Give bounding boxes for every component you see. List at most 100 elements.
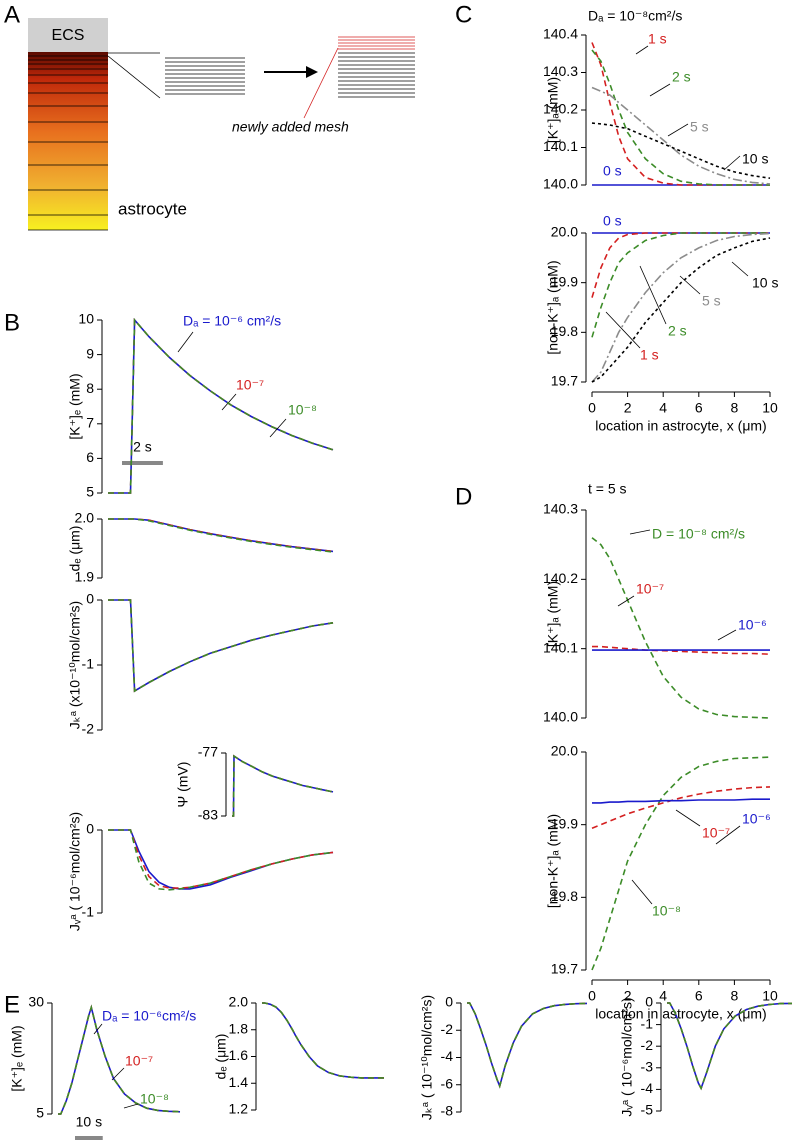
y-tick-label: 0	[445, 994, 453, 1010]
y-tick-label: 2.0	[75, 510, 95, 526]
y-tick-label: -4	[441, 1048, 454, 1064]
y-tick-label: 6	[86, 449, 94, 465]
y-tick-label: -77	[198, 744, 218, 760]
y-tick-label: 20.0	[551, 224, 578, 240]
y-tick-label: -2	[441, 1021, 454, 1037]
y-tick-label: 140.2	[543, 570, 578, 586]
y-tick-label: 140.1	[543, 639, 578, 655]
y-tick-label: 7	[86, 415, 94, 431]
x-tick-label: 0	[588, 988, 596, 1004]
new-mesh-label: newly added mesh	[232, 119, 349, 135]
ecs-box	[28, 18, 108, 52]
series-line	[108, 599, 334, 693]
series-line	[108, 599, 334, 693]
y-tick-label: 140.0	[543, 709, 578, 725]
series-line	[591, 49, 770, 186]
y-tick-label: 0	[645, 994, 653, 1010]
y-tick-label: 5	[36, 1105, 44, 1121]
y-axis-label: Jᵥᵃ ( 10⁻⁶mol/cm²s)	[619, 997, 635, 1116]
y-axis-label: [K⁺]ₐ (mM)	[545, 77, 561, 143]
x-tick-label: 8	[731, 988, 739, 1004]
series-line	[592, 798, 770, 804]
panel-label: D	[455, 483, 472, 510]
x-tick-label: 10	[762, 400, 778, 416]
y-axis-label: dₑ (μm)	[67, 526, 83, 572]
series-line	[232, 754, 334, 817]
y-tick-label: 19.7	[551, 373, 578, 389]
series-line	[108, 599, 334, 693]
y-axis-label: Jₖᵃ (x10⁻¹⁰mol/cm²s)	[67, 601, 83, 729]
leader-line	[631, 879, 653, 905]
series-line	[591, 86, 771, 185]
series-line	[108, 518, 334, 553]
x-tick-label: 2	[624, 988, 632, 1004]
leader-line	[605, 311, 641, 349]
y-axis-label: Jₖᵃ ( 10⁻¹⁰mol/cm²s)	[419, 995, 435, 1120]
y-axis-label: [K⁺]ₑ (mM)	[67, 373, 83, 439]
y-tick-label: 0	[86, 821, 94, 837]
series-line	[591, 42, 770, 186]
leader-line	[723, 155, 741, 171]
series-label: 10⁻⁷	[702, 825, 730, 841]
x-tick-label: 10	[762, 988, 778, 1004]
leader-line	[617, 595, 635, 607]
y-tick-label: 19.8	[551, 323, 578, 339]
series-label: 2 s	[672, 69, 691, 85]
y-tick-label: -1	[82, 656, 95, 672]
astrocyte-box	[28, 52, 108, 230]
y-tick-label: 5	[86, 484, 94, 500]
y-tick-label: 1.4	[229, 1074, 249, 1090]
series-line	[467, 1002, 588, 1089]
series-line	[232, 754, 334, 817]
panel-label: C	[455, 1, 472, 28]
x-tick-label: 2	[624, 400, 632, 416]
series-label: 1 s	[640, 347, 659, 363]
series-line	[591, 237, 771, 383]
series-line	[108, 829, 334, 891]
series-line	[262, 1002, 384, 1079]
leader-line	[111, 1067, 125, 1081]
series-label: 5 s	[702, 293, 721, 309]
series-label: 10 s	[742, 151, 768, 167]
y-axis-label: dₑ (μm)	[213, 1034, 229, 1080]
series-label: 0 s	[603, 213, 622, 229]
leader-line	[221, 393, 237, 411]
series-label: 5 s	[690, 119, 709, 135]
y-tick-label: 140.0	[543, 176, 578, 192]
x-tick-label: 8	[731, 400, 739, 416]
series-line	[232, 754, 334, 817]
leader-line	[675, 809, 701, 827]
panel-label: A	[4, 1, 20, 28]
series-line	[591, 786, 771, 830]
series-line	[467, 1002, 588, 1089]
leader-line	[649, 83, 671, 97]
y-tick-label: -2	[82, 721, 95, 737]
y-tick-label: 19.9	[551, 815, 578, 831]
y-tick-label: -1	[641, 1015, 654, 1031]
y-tick-label: -4	[641, 1080, 654, 1096]
series-line	[591, 122, 771, 179]
y-axis-label: [K⁺]ₑ (mM)	[9, 1025, 25, 1091]
scale-bar-label: 2 s	[133, 439, 152, 455]
series-label: 10⁻⁶	[742, 811, 771, 827]
y-tick-label: 1.9	[75, 569, 95, 585]
y-tick-label: -83	[198, 807, 218, 823]
series-line	[591, 537, 771, 719]
panel-label: B	[4, 309, 20, 336]
y-tick-label: -1	[82, 904, 95, 920]
ecs-label: ECS	[52, 27, 85, 44]
leader-line	[123, 1103, 139, 1109]
x-tick-label: 0	[588, 400, 596, 416]
leader-line	[629, 529, 651, 535]
y-tick-label: 30	[28, 994, 44, 1010]
y-tick-label: 19.8	[551, 888, 578, 904]
y-tick-label: -8	[441, 1103, 454, 1119]
series-line	[591, 232, 770, 338]
series-line	[108, 317, 334, 494]
series-label: 10⁻⁷	[236, 377, 264, 393]
y-tick-label: 140.3	[543, 501, 578, 517]
series-line	[467, 1002, 588, 1089]
y-axis-label: Jᵥᵃ ( 10⁻⁶mol/cm²s)	[67, 812, 83, 931]
series-line	[667, 1002, 793, 1091]
leader-line	[177, 331, 194, 353]
